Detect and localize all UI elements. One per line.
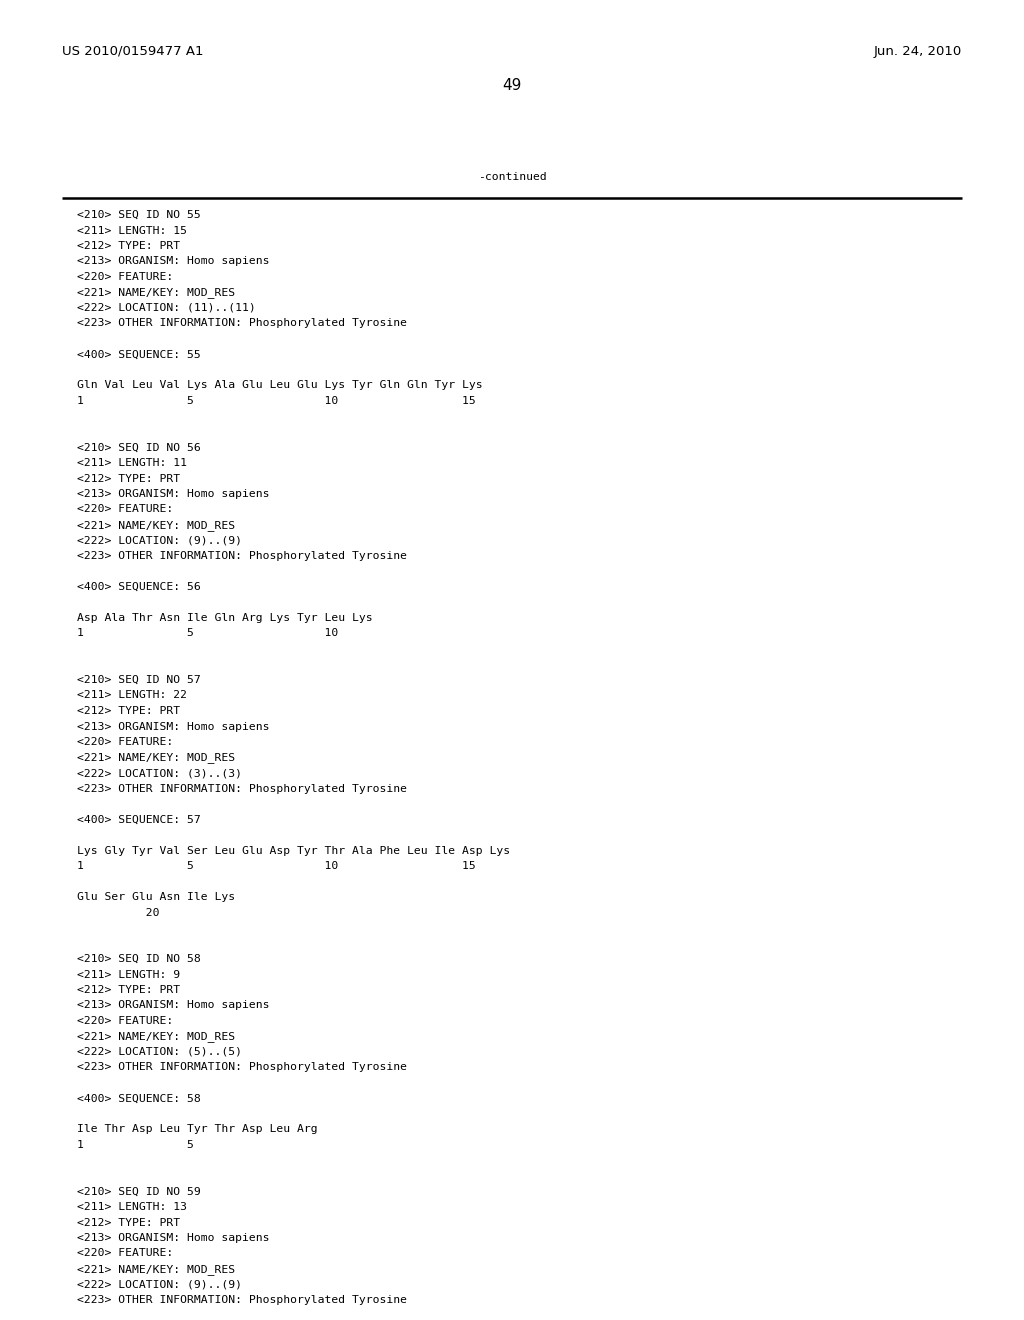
Text: <221> NAME/KEY: MOD_RES: <221> NAME/KEY: MOD_RES [77,1031,236,1043]
Text: <223> OTHER INFORMATION: Phosphorylated Tyrosine: <223> OTHER INFORMATION: Phosphorylated … [77,1295,407,1305]
Text: <222> LOCATION: (9)..(9): <222> LOCATION: (9)..(9) [77,1279,242,1290]
Text: <213> ORGANISM: Homo sapiens: <213> ORGANISM: Homo sapiens [77,722,269,731]
Text: <222> LOCATION: (3)..(3): <222> LOCATION: (3)..(3) [77,768,242,777]
Text: <223> OTHER INFORMATION: Phosphorylated Tyrosine: <223> OTHER INFORMATION: Phosphorylated … [77,1063,407,1072]
Text: 1               5                   10: 1 5 10 [77,628,338,639]
Text: -continued: -continued [477,172,547,182]
Text: <220> FEATURE:: <220> FEATURE: [77,1249,173,1258]
Text: <221> NAME/KEY: MOD_RES: <221> NAME/KEY: MOD_RES [77,288,236,298]
Text: <210> SEQ ID NO 56: <210> SEQ ID NO 56 [77,442,201,453]
Text: <211> LENGTH: 11: <211> LENGTH: 11 [77,458,187,469]
Text: <212> TYPE: PRT: <212> TYPE: PRT [77,474,180,483]
Text: Ile Thr Asp Leu Tyr Thr Asp Leu Arg: Ile Thr Asp Leu Tyr Thr Asp Leu Arg [77,1125,317,1134]
Text: 20: 20 [77,908,160,917]
Text: <213> ORGANISM: Homo sapiens: <213> ORGANISM: Homo sapiens [77,256,269,267]
Text: Glu Ser Glu Asn Ile Lys: Glu Ser Glu Asn Ile Lys [77,892,236,902]
Text: 1               5                   10                  15: 1 5 10 15 [77,861,476,871]
Text: <212> TYPE: PRT: <212> TYPE: PRT [77,1217,180,1228]
Text: <223> OTHER INFORMATION: Phosphorylated Tyrosine: <223> OTHER INFORMATION: Phosphorylated … [77,550,407,561]
Text: Lys Gly Tyr Val Ser Leu Glu Asp Tyr Thr Ala Phe Leu Ile Asp Lys: Lys Gly Tyr Val Ser Leu Glu Asp Tyr Thr … [77,846,510,855]
Text: <223> OTHER INFORMATION: Phosphorylated Tyrosine: <223> OTHER INFORMATION: Phosphorylated … [77,784,407,793]
Text: <222> LOCATION: (5)..(5): <222> LOCATION: (5)..(5) [77,1047,242,1057]
Text: <220> FEATURE:: <220> FEATURE: [77,1016,173,1026]
Text: <213> ORGANISM: Homo sapiens: <213> ORGANISM: Homo sapiens [77,1233,269,1243]
Text: <220> FEATURE:: <220> FEATURE: [77,737,173,747]
Text: <221> NAME/KEY: MOD_RES: <221> NAME/KEY: MOD_RES [77,1265,236,1275]
Text: <400> SEQUENCE: 56: <400> SEQUENCE: 56 [77,582,201,591]
Text: <222> LOCATION: (9)..(9): <222> LOCATION: (9)..(9) [77,536,242,545]
Text: <221> NAME/KEY: MOD_RES: <221> NAME/KEY: MOD_RES [77,520,236,531]
Text: <400> SEQUENCE: 57: <400> SEQUENCE: 57 [77,814,201,825]
Text: <212> TYPE: PRT: <212> TYPE: PRT [77,706,180,715]
Text: <211> LENGTH: 13: <211> LENGTH: 13 [77,1203,187,1212]
Text: <213> ORGANISM: Homo sapiens: <213> ORGANISM: Homo sapiens [77,1001,269,1011]
Text: <210> SEQ ID NO 57: <210> SEQ ID NO 57 [77,675,201,685]
Text: <211> LENGTH: 15: <211> LENGTH: 15 [77,226,187,235]
Text: <212> TYPE: PRT: <212> TYPE: PRT [77,242,180,251]
Text: Gln Val Leu Val Lys Ala Glu Leu Glu Lys Tyr Gln Gln Tyr Lys: Gln Val Leu Val Lys Ala Glu Leu Glu Lys … [77,380,482,391]
Text: <212> TYPE: PRT: <212> TYPE: PRT [77,985,180,995]
Text: <213> ORGANISM: Homo sapiens: <213> ORGANISM: Homo sapiens [77,488,269,499]
Text: 1               5: 1 5 [77,1140,194,1150]
Text: <211> LENGTH: 9: <211> LENGTH: 9 [77,969,180,979]
Text: <220> FEATURE:: <220> FEATURE: [77,272,173,282]
Text: Asp Ala Thr Asn Ile Gln Arg Lys Tyr Leu Lys: Asp Ala Thr Asn Ile Gln Arg Lys Tyr Leu … [77,612,373,623]
Text: <400> SEQUENCE: 58: <400> SEQUENCE: 58 [77,1093,201,1104]
Text: <220> FEATURE:: <220> FEATURE: [77,504,173,515]
Text: 49: 49 [503,78,521,92]
Text: <400> SEQUENCE: 55: <400> SEQUENCE: 55 [77,350,201,359]
Text: <221> NAME/KEY: MOD_RES: <221> NAME/KEY: MOD_RES [77,752,236,763]
Text: <210> SEQ ID NO 59: <210> SEQ ID NO 59 [77,1187,201,1196]
Text: <223> OTHER INFORMATION: Phosphorylated Tyrosine: <223> OTHER INFORMATION: Phosphorylated … [77,318,407,329]
Text: <211> LENGTH: 22: <211> LENGTH: 22 [77,690,187,701]
Text: <210> SEQ ID NO 55: <210> SEQ ID NO 55 [77,210,201,220]
Text: Jun. 24, 2010: Jun. 24, 2010 [873,45,962,58]
Text: <210> SEQ ID NO 58: <210> SEQ ID NO 58 [77,954,201,964]
Text: US 2010/0159477 A1: US 2010/0159477 A1 [62,45,204,58]
Text: 1               5                   10                  15: 1 5 10 15 [77,396,476,407]
Text: <222> LOCATION: (11)..(11): <222> LOCATION: (11)..(11) [77,304,256,313]
